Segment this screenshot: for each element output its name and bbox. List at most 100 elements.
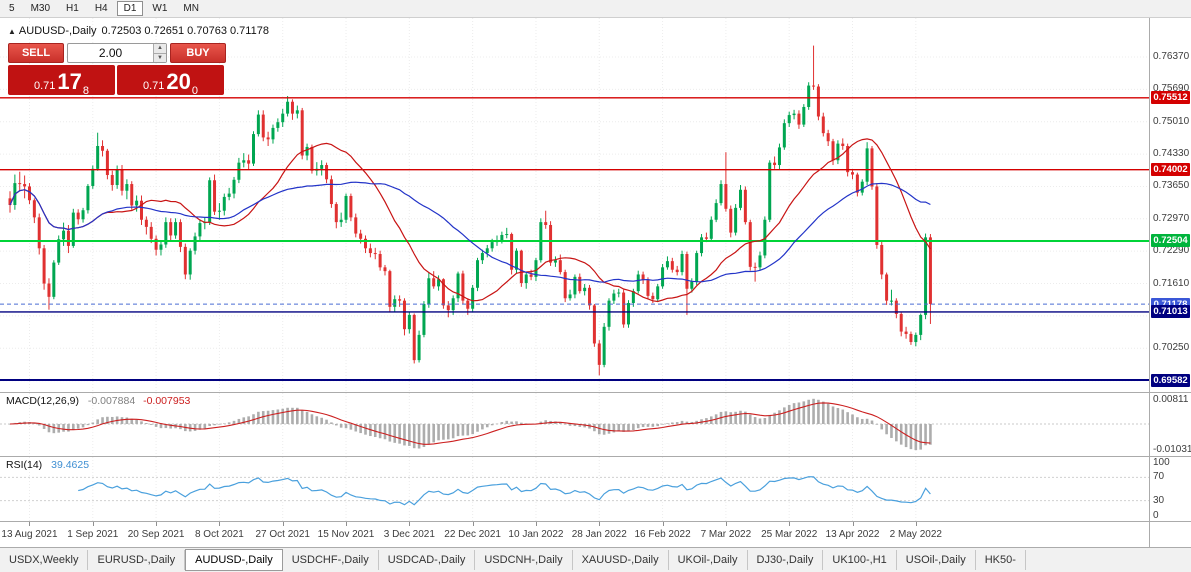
timeframe-button-H1[interactable]: H1 [66,3,79,14]
buy-price-point: 0 [191,85,199,97]
time-tick [725,522,727,526]
panel-separator[interactable] [0,521,1191,522]
price-axis-label: 0.73650 [1153,180,1190,192]
price-badge-0.71013: 0.71013 [1151,305,1190,319]
one-click-trading-panel: SELL 2.00 ▲ ▼ BUY 0.71 17 8 0.71 [8,43,226,97]
chart-symbol-period: AUDUSD-,Daily [18,25,97,37]
price-badge-0.72504: 0.72504 [1151,234,1190,248]
chart-tab-AUDUSD-Daily[interactable]: AUDUSD-,Daily [185,549,283,571]
chart-tab-UK100-H1[interactable]: UK100-,H1 [823,550,897,570]
buy-price-pips: 20 [166,69,191,94]
panel-separator[interactable] [0,392,1191,393]
chart-tab-USOil-Daily[interactable]: USOil-,Daily [897,550,976,570]
time-tick [29,522,31,526]
timeframe-button-W1[interactable]: W1 [152,3,168,14]
time-tick [472,522,474,526]
panel-separator[interactable] [0,456,1191,457]
date-label: 27 Oct 2021 [255,529,310,540]
sell-button[interactable]: SELL [8,43,64,63]
chart-header: ▲ AUDUSD-,Daily 0.72503 0.72651 0.70763 0.… [8,25,269,37]
price-axis[interactable]: 0.76370 0.75690 0.75010 0.74330 0.73650 0.729… [1150,18,1191,392]
chart-tab-HK50-[interactable]: HK50- [976,550,1026,570]
timeframe-button-M30[interactable]: M30 [30,3,51,14]
time-tick [219,522,221,526]
price-badge-0.75512: 0.75512 [1151,91,1190,105]
macd-name: MACD(12,26,9) [6,395,79,407]
timeframe-toolbar: 5 M30 H1 H4 D1 W1 MN [0,0,1191,18]
chart-tab-XAUUSD-Daily[interactable]: XAUUSD-,Daily [573,550,669,570]
macd-axis-top: 0.00811 [1153,394,1189,405]
chart-tab-USDCNH-Daily[interactable]: USDCNH-,Daily [475,550,573,570]
time-tick [789,522,791,526]
price-axis-label: 0.72290 [1153,245,1190,257]
time-tick [852,522,854,526]
time-tick [92,522,94,526]
rsi-axis-label: 0 [1153,510,1159,521]
price-badge-0.74002: 0.74002 [1151,163,1190,177]
date-label: 10 Jan 2022 [508,529,564,540]
collapse-arrow-icon[interactable]: ▲ [8,27,16,36]
timeframe-button-MN[interactable]: MN [183,3,199,14]
date-label: 28 Jan 2022 [571,529,627,540]
time-tick [346,522,348,526]
price-axis-label: 0.74330 [1153,148,1190,160]
volume-decrease-button[interactable]: ▼ [154,53,166,62]
price-axis-label: 0.70250 [1153,342,1190,354]
date-label: 25 Mar 2022 [761,529,818,540]
chart-tab-UKOil-Daily[interactable]: UKOil-,Daily [669,550,748,570]
price-axis-label: 0.75690 [1153,83,1190,95]
chart-tab-EURUSD-Daily[interactable]: EURUSD-,Daily [88,550,186,570]
price-axis-label: 0.72970 [1153,212,1190,224]
macd-axis: 0.00811 -0.01031 [1150,393,1191,456]
date-label: 16 Feb 2022 [634,529,691,540]
price-axis-label: 0.75010 [1153,115,1190,127]
macd-main-value: -0.007884 [87,395,136,407]
date-label: 3 Dec 2021 [383,529,435,540]
macd-panel[interactable]: MACD(12,26,9) -0.007884 -0.007953 [0,393,1149,456]
time-tick [535,522,537,526]
chart-tab-DJ30-Daily[interactable]: DJ30-,Daily [748,550,824,570]
date-label: 22 Dec 2021 [444,529,501,540]
sell-price-pips: 17 [57,69,82,94]
rsi-panel[interactable]: RSI(14) 39.4625 [0,457,1149,521]
chart-ohlc-values: 0.72503 0.72651 0.70763 0.71178 [101,25,269,37]
chart-tab-USDCHF-Daily[interactable]: USDCHF-,Daily [283,550,379,570]
rsi-axis-label: 30 [1153,494,1165,506]
main-chart-panel[interactable]: ▲ AUDUSD-,Daily 0.72503 0.72651 0.70763 0.… [0,18,1149,392]
rsi-name: RSI(14) [6,459,43,471]
volume-input[interactable]: 2.00 [98,46,123,60]
date-label: 7 Mar 2022 [700,529,752,540]
macd-signal-value: -0.007953 [143,395,191,407]
candlestick-chart[interactable] [0,18,1149,392]
chart-tab-USDCAD-Daily[interactable]: USDCAD-,Daily [379,550,476,570]
date-label: 1 Sep 2021 [67,529,119,540]
buy-price-display[interactable]: 0.71 20 0 [117,65,224,97]
time-tick [662,522,664,526]
macd-label: MACD(12,26,9) -0.007884 -0.007953 [6,395,190,407]
chart-tab-bar: USDX,Weekly EURUSD-,Daily AUDUSD-,Daily USD… [0,548,1191,572]
macd-chart[interactable] [0,393,1149,456]
timeframe-button-D1[interactable]: D1 [116,1,144,16]
buy-button[interactable]: BUY [170,43,226,63]
timeframe-button-5[interactable]: 5 [9,3,15,14]
date-label: 13 Aug 2021 [1,529,58,540]
volume-stepper[interactable]: 2.00 ▲ ▼ [67,43,167,63]
rsi-axis-label: 100 [1153,457,1170,468]
time-axis[interactable]: 13 Aug 2021 1 Sep 2021 20 Sep 2021 8 Oct 20… [0,522,1191,547]
volume-increase-button[interactable]: ▲ [154,44,166,54]
chart-tab-USDX-Weekly[interactable]: USDX,Weekly [0,550,89,570]
buy-price-prefix: 0.71 [142,80,165,92]
date-label: 15 Nov 2021 [317,529,375,540]
axis-separator [1149,18,1150,547]
sell-price-prefix: 0.71 [33,80,56,92]
date-label: 20 Sep 2021 [127,529,185,540]
sell-price-display[interactable]: 0.71 17 8 [8,65,115,97]
time-tick [409,522,411,526]
rsi-label: RSI(14) 39.4625 [6,459,89,471]
tabbar-separator [0,547,1191,548]
rsi-chart[interactable] [0,457,1149,521]
time-tick [156,522,158,526]
timeframe-button-H4[interactable]: H4 [94,3,108,14]
time-tick [282,522,284,526]
